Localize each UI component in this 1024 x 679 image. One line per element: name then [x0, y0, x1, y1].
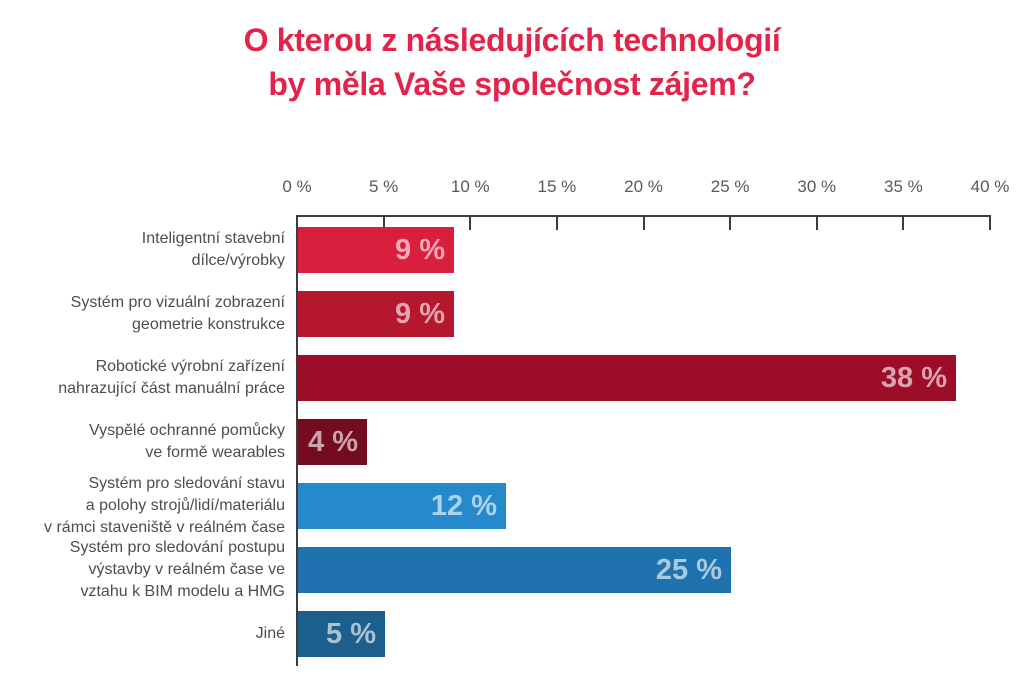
x-axis-tick-label: 5 %	[368, 177, 399, 196]
x-axis-tick-label: 25 %	[710, 177, 750, 196]
bar-value-label: 9 %	[395, 298, 445, 330]
bar-value-label: 5 %	[326, 618, 376, 650]
x-axis-tick-mark	[989, 215, 991, 230]
x-axis-tick-mark	[729, 215, 732, 230]
x-axis-tick-label: 30 %	[797, 177, 837, 196]
x-axis-tick-mark	[902, 215, 905, 230]
bar-row: Systém pro sledování postupu výstavby v …	[0, 539, 1024, 600]
bar-value-label: 25 %	[655, 554, 722, 586]
category-label: Inteligentní stavební dílce/výrobky	[141, 229, 285, 269]
bar-value-label: 12 %	[430, 490, 497, 522]
bar: 5 %	[298, 611, 385, 657]
category-label: Jiné	[255, 624, 285, 642]
x-axis-tick-label: 0 %	[282, 177, 312, 196]
x-axis-tick-label: 10 %	[450, 177, 490, 196]
category-label: Systém pro sledování stavu a polohy stro…	[44, 474, 285, 537]
bar: 38 %	[298, 355, 956, 401]
category-label: Systém pro vizuální zobrazení geometrie …	[70, 293, 285, 333]
bar-value-label: 9 %	[395, 234, 445, 266]
bar-row: Systém pro vizuální zobrazení geometrie …	[0, 291, 1024, 337]
y-axis-line	[296, 215, 298, 666]
x-axis-tick-label: 15 %	[537, 177, 577, 196]
bar-row: Jiné 5 %	[0, 611, 1024, 657]
chart-title: O kterou z následujících technologií by …	[243, 22, 781, 103]
category-label: Robotické výrobní zařízení nahrazující č…	[58, 357, 285, 397]
category-label: Vyspělé ochranné pomůcky ve formě wearab…	[89, 421, 285, 461]
x-axis-tick-mark	[469, 215, 472, 230]
x-axis-tick-mark	[642, 215, 645, 230]
bar-value-label: 38 %	[880, 362, 947, 394]
bar-row: Robotické výrobní zařízení nahrazující č…	[0, 355, 1024, 401]
x-axis-tick-mark	[555, 215, 558, 230]
x-axis-tick-label: 35 %	[884, 177, 923, 196]
x-axis-tick-mark	[815, 215, 818, 230]
bar-value-label: 4 %	[308, 426, 358, 458]
bar: 9 %	[298, 227, 454, 273]
bar-row: Systém pro sledování stavu a polohy stro…	[0, 475, 1024, 536]
bar: 25 %	[298, 547, 731, 593]
bar: 12 %	[298, 483, 506, 529]
x-axis-tick-mark	[382, 215, 385, 230]
bar-row: Inteligentní stavební dílce/výrobky 9 %	[0, 227, 1024, 273]
bar: 9 %	[298, 291, 454, 337]
x-axis-tick-label: 40 %	[970, 177, 1010, 196]
category-label: Systém pro sledování postupu výstavby v …	[69, 538, 285, 601]
x-axis-tick-label: 20 %	[624, 177, 663, 196]
bar-row: Vyspělé ochranné pomůcky ve formě wearab…	[0, 419, 1024, 465]
bar: 4 %	[298, 419, 367, 465]
